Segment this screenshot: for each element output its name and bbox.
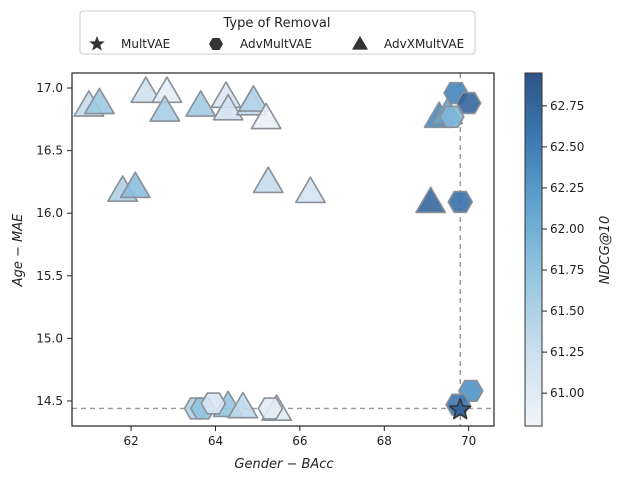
x-tick-label: 62: [123, 434, 138, 448]
point-triangle: [185, 90, 217, 117]
colorbar-tick-label: 62.25: [550, 181, 584, 195]
point-hexagon: [439, 105, 465, 128]
point-triangle: [252, 166, 284, 194]
point-triangle: [130, 76, 162, 104]
y-tick-label: 17.0: [36, 81, 63, 95]
legend-title: Type of Removal: [223, 16, 331, 31]
point-hexagon: [200, 392, 227, 415]
y-tick-label: 14.5: [36, 394, 63, 408]
colorbar-tick-label: 61.75: [550, 263, 584, 277]
x-tick-label: 70: [461, 434, 476, 448]
colorbar-label: NDCG@10: [598, 216, 613, 284]
point-triangle: [149, 95, 181, 122]
point-triangle: [237, 85, 269, 112]
colorbar-tick-label: 62.75: [550, 99, 584, 113]
point-triangle: [119, 171, 151, 199]
colorbar-tick-label: 61.25: [550, 345, 584, 359]
point-triangle: [250, 102, 282, 130]
colorbar-gradient: [524, 72, 543, 427]
colorbar-tick-label: 61.00: [550, 386, 584, 400]
legend-marker-hexagon: [209, 37, 223, 51]
point-hexagon: [257, 397, 284, 420]
point-hexagon: [447, 190, 474, 214]
x-tick-label: 64: [208, 434, 223, 448]
colorbar-tick-label: 62.50: [550, 140, 584, 154]
x-tick-label: 68: [377, 434, 392, 448]
point-star: [448, 397, 472, 420]
y-tick-label: 15.5: [36, 269, 63, 283]
legend-marker-star: [89, 35, 105, 51]
plot-area: [72, 73, 494, 426]
point-hexagon: [455, 91, 482, 115]
legend-label: AdvMultVAE: [240, 37, 312, 51]
x-tick-label: 66: [292, 434, 307, 448]
x-axis-label: Gender − BAcc: [234, 457, 333, 472]
point-triangle: [415, 186, 447, 214]
point-triangle: [294, 176, 326, 204]
legend-marker-triangle: [351, 35, 369, 50]
plot-frame: [71, 72, 495, 427]
y-axis-label: Age − MAE: [11, 213, 26, 287]
colorbar-tick-label: 62.00: [550, 222, 584, 236]
point-triangle: [83, 87, 115, 115]
legend-label: MultVAE: [121, 37, 170, 51]
point-triangle: [212, 93, 244, 121]
point-triangle: [227, 391, 259, 419]
colorbar: 61.00 61.25 61.50 61.75 62.00 62.25 62.50 62.75: [524, 72, 584, 427]
y-tick-label: 15.0: [36, 331, 63, 345]
colorbar-tick-label: 61.50: [550, 304, 584, 318]
legend: Type of Removal MultVAE AdvMultVAE AdvXMul…: [79, 10, 476, 55]
y-tick-label: 16.0: [36, 206, 63, 220]
y-tick-label: 16.5: [36, 144, 63, 158]
legend-frame: [79, 10, 476, 55]
legend-label: AdvXMultVAE: [384, 37, 464, 51]
